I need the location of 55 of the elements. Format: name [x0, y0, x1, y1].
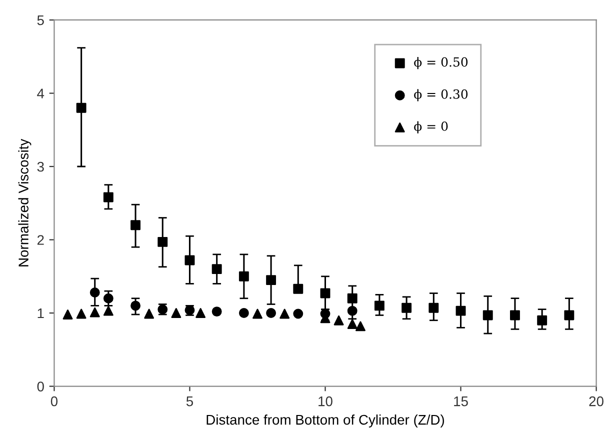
- point: [130, 300, 140, 311]
- point: [171, 308, 182, 318]
- point: [76, 102, 86, 113]
- point: [482, 310, 493, 320]
- point: [184, 255, 195, 266]
- y-axis-title: Normalized Viscosity: [18, 138, 32, 266]
- point: [90, 288, 100, 298]
- point: [537, 315, 548, 326]
- point: [374, 300, 384, 311]
- point: [564, 310, 574, 320]
- point: [238, 308, 249, 318]
- y-tick-label: 3: [37, 162, 44, 172]
- point: [334, 315, 344, 326]
- y-tick-label: 2: [37, 235, 44, 245]
- y-tick-label: 5: [37, 15, 44, 26]
- point: [62, 310, 73, 320]
- point: [456, 306, 466, 316]
- point: [293, 308, 304, 319]
- x-tick-label: 0: [50, 396, 58, 406]
- point: [293, 284, 304, 294]
- point: [347, 319, 358, 329]
- point: [158, 236, 168, 247]
- point: [428, 302, 439, 313]
- point: [356, 321, 366, 332]
- y-tick-label: 0: [37, 382, 44, 392]
- point: [266, 275, 276, 286]
- point: [196, 308, 206, 318]
- point: [130, 220, 140, 230]
- point: [347, 306, 358, 316]
- point: [212, 264, 222, 274]
- legend-label: ϕ = 0.50: [414, 57, 468, 70]
- point: [103, 192, 114, 202]
- x-tick-label: 20: [589, 396, 604, 406]
- point: [320, 288, 330, 298]
- x-axis-title: Distance from Bottom of Cylinder (Z/D): [206, 414, 444, 428]
- x-tick-label: 10: [318, 396, 332, 406]
- point: [347, 293, 358, 304]
- x-tick-label: 5: [186, 396, 194, 406]
- point: [280, 308, 290, 319]
- point: [252, 308, 262, 319]
- legend-label: ϕ = 0: [414, 121, 448, 134]
- y-tick-label: 4: [37, 88, 44, 98]
- point: [402, 302, 412, 313]
- point: [90, 307, 100, 318]
- point: [212, 306, 222, 317]
- point: [103, 306, 114, 316]
- point: [510, 310, 520, 320]
- point: [144, 308, 154, 319]
- point: [238, 271, 249, 282]
- point: [266, 308, 276, 318]
- y-tick-label: 1: [38, 308, 44, 318]
- legend-label: ϕ = 0.30: [414, 89, 468, 102]
- point: [103, 293, 114, 304]
- point: [76, 308, 86, 319]
- x-tick-label: 15: [454, 396, 468, 406]
